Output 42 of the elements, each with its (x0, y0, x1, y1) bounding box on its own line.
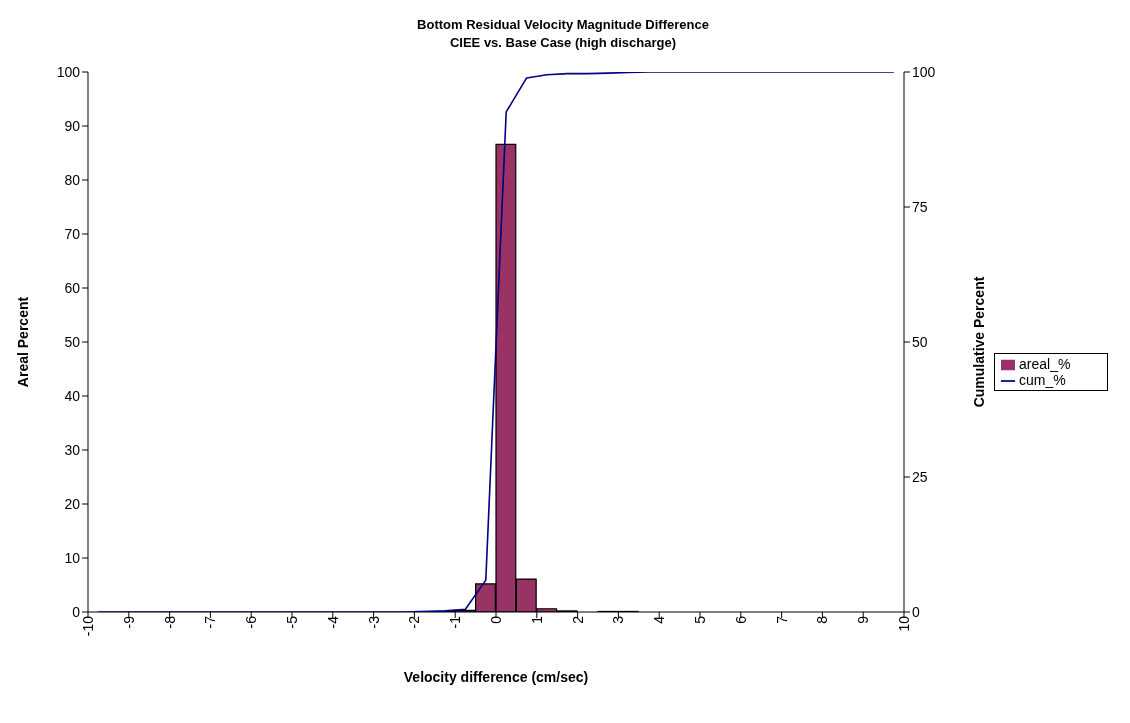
legend-label: cum_% (1019, 372, 1066, 388)
y-axis-title: Areal Percent (14, 296, 31, 388)
y-tick-label: 60 (64, 279, 81, 296)
x-tick-label: 10 (895, 615, 912, 632)
y-tick-label: 80 (64, 171, 81, 188)
y2-tick-label: 75 (912, 198, 928, 215)
y-tick-label: 70 (64, 225, 81, 242)
y-tick-label: 90 (64, 117, 81, 134)
x-tick-label: 9 (855, 615, 872, 624)
y2-axis-title: Cumulative Percent (970, 276, 987, 408)
x-tick-label: 3 (610, 615, 627, 624)
x-tick-label: 5 (691, 615, 708, 624)
chart-subtitle: CIEE vs. Base Case (high discharge) (448, 34, 678, 52)
y-tick-label: 50 (64, 333, 81, 350)
x-tick-label: 6 (732, 615, 749, 624)
x-tick-label: 2 (569, 615, 586, 624)
x-tick-label: -5 (283, 615, 300, 629)
y2-tick-label: 100 (912, 63, 936, 80)
y-tick-label: 30 (64, 441, 81, 458)
legend-label: areal_% (1019, 355, 1071, 372)
x-tick-label: -4 (324, 615, 341, 629)
x-tick-label: -7 (202, 615, 219, 629)
y-tick-label: 10 (64, 549, 81, 566)
x-tick-label: -9 (120, 615, 137, 629)
x-tick-label: -1 (447, 615, 464, 629)
x-tick-label: 7 (773, 615, 790, 624)
chart-title: Bottom Residual Velocity Magnitude Difference (416, 16, 710, 34)
x-axis-title: Velocity difference (cm/sec) (403, 669, 589, 685)
x-tick-label: -2 (406, 615, 423, 629)
x-tick-label: 1 (528, 615, 545, 624)
y2-tick-label: 50 (912, 333, 928, 350)
x-tick-label: -10 (79, 615, 96, 637)
x-tick-label: -3 (365, 615, 382, 629)
x-tick-label: 4 (651, 615, 668, 624)
y-tick-label: 20 (64, 495, 81, 512)
x-tick-label: 8 (814, 615, 831, 624)
y2-tick-label: 25 (912, 468, 928, 485)
y-tick-label: 40 (64, 387, 81, 404)
y-tick-label: 100 (56, 63, 81, 80)
x-tick-label: -8 (161, 615, 178, 629)
x-tick-label: 0 (487, 615, 504, 624)
x-tick-label: -6 (243, 615, 260, 629)
